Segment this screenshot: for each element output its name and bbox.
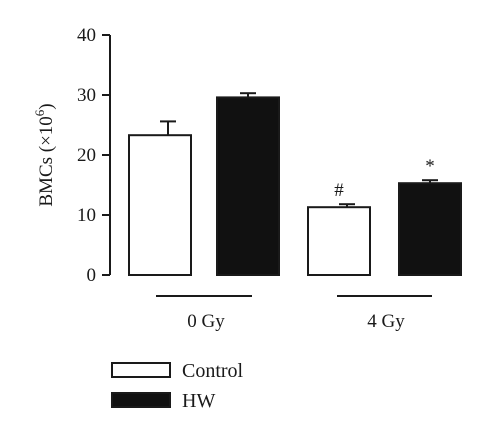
group-label: 0 Gy xyxy=(187,311,225,332)
y-tick-label: 0 xyxy=(87,265,97,286)
bar-hw-2 xyxy=(398,182,462,276)
legend-swatch-control xyxy=(111,362,171,378)
legend-swatch-hw xyxy=(111,392,171,408)
legend: Control HW xyxy=(111,360,244,412)
significance-marker: * xyxy=(425,156,435,177)
group-label: 4 Gy xyxy=(367,311,405,332)
y-tick-label: 10 xyxy=(77,205,96,226)
y-tick-label: 40 xyxy=(77,25,96,46)
significance-marker: # xyxy=(334,180,344,201)
bar-control-2 xyxy=(307,206,371,276)
legend-label-control: Control xyxy=(182,360,244,382)
bar-control-1 xyxy=(128,134,192,276)
bars: #* xyxy=(128,92,462,277)
legend-label-hw: HW xyxy=(182,390,215,412)
x-axis: 0 Gy 4 Gy xyxy=(156,295,432,332)
y-axis-title: BMCs (×106) xyxy=(32,103,57,206)
y-axis: 0 10 20 30 40 xyxy=(77,25,111,286)
bar-hw-1 xyxy=(216,96,280,277)
y-tick-label: 30 xyxy=(77,85,96,106)
y-tick-label: 20 xyxy=(77,145,96,166)
